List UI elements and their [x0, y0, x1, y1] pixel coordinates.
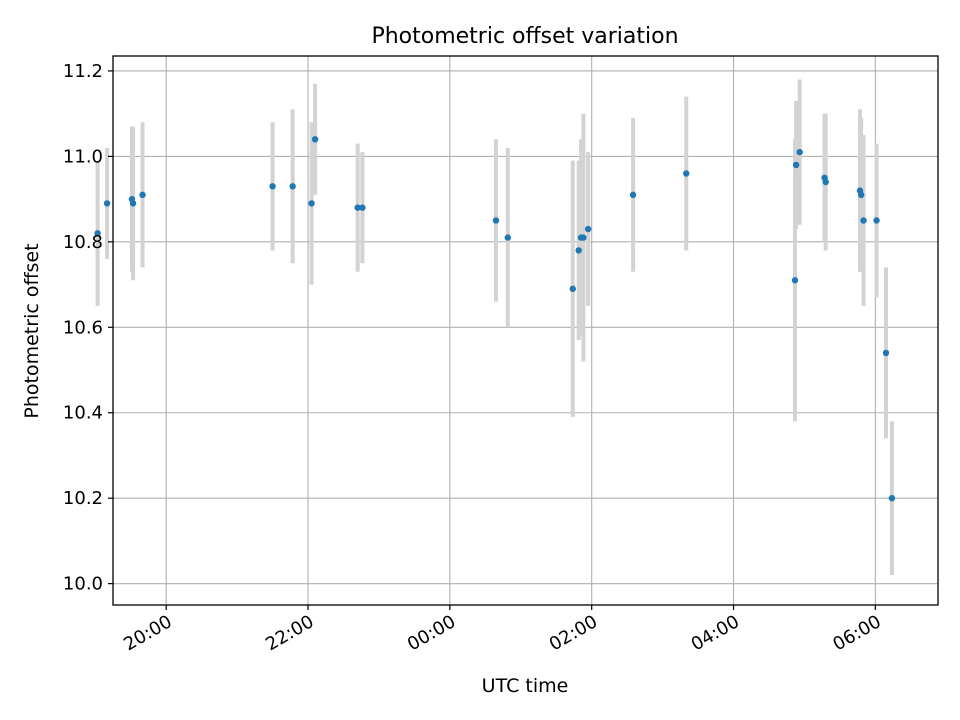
y-tick-label: 10.8: [63, 232, 103, 253]
data-point: [139, 191, 146, 199]
y-tick-label: 11.2: [63, 61, 103, 82]
plot-frame: [112, 55, 939, 606]
data-points: [94, 136, 896, 502]
data-point: [796, 148, 803, 156]
x-tick-label: 00:00: [404, 611, 459, 655]
data-point: [575, 247, 582, 254]
y-tick-label: 10.2: [63, 488, 103, 509]
data-point: [504, 234, 511, 241]
data-point: [683, 170, 690, 177]
chart-title: Photometric offset variation: [371, 24, 678, 49]
data-point: [860, 217, 867, 224]
data-point: [569, 285, 576, 293]
data-point: [129, 200, 137, 207]
data-point: [311, 136, 319, 143]
data-point: [888, 494, 896, 502]
x-axis-label: UTC time: [482, 675, 569, 697]
y-tick-label: 10.4: [63, 403, 103, 424]
data-point: [792, 161, 800, 169]
data-point: [492, 217, 500, 224]
data-point: [629, 191, 637, 199]
data-point: [791, 277, 799, 284]
y-tick-label: 11.0: [63, 146, 103, 167]
data-point: [103, 200, 111, 207]
x-tick-label: 02:00: [546, 611, 601, 655]
data-point: [882, 349, 890, 357]
y-tick-label: 10.6: [63, 317, 103, 338]
data-point: [584, 225, 592, 233]
axis-ticks: 10.0 10.2 10.4 10.6 10.8 11.0 11.2 20:00 22:00 00…: [63, 61, 885, 655]
data-point: [354, 204, 361, 211]
data-point: [857, 191, 865, 199]
data-point: [308, 200, 315, 207]
data-point: [359, 204, 366, 211]
data-point: [94, 230, 101, 237]
data-point: [269, 183, 276, 190]
y-tick-label: 10.0: [63, 574, 103, 595]
grid: [113, 56, 938, 605]
data-point: [873, 217, 880, 224]
data-point: [289, 183, 296, 190]
x-tick-label: 22:00: [262, 611, 317, 655]
x-tick-label: 20:00: [120, 611, 175, 655]
y-axis-label: Photometric offset: [21, 243, 43, 418]
x-tick-label: 04:00: [688, 611, 743, 655]
x-tick-label: 06:00: [829, 611, 884, 655]
data-point: [822, 178, 829, 186]
data-point: [580, 234, 587, 241]
